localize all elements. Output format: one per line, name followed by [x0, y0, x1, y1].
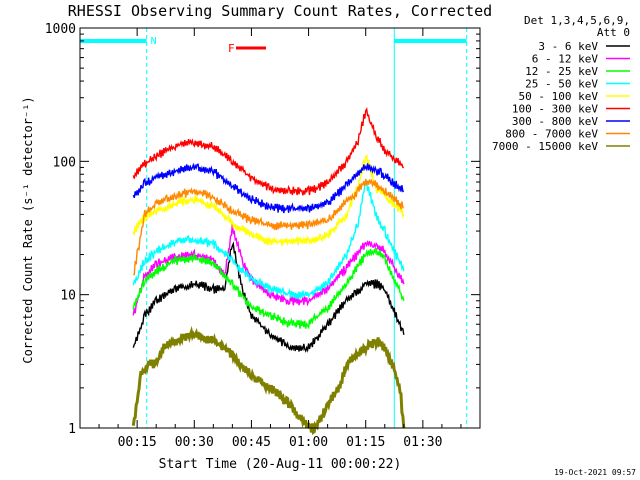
plot-frame — [79, 27, 481, 429]
series-line-6 — [132, 162, 405, 214]
flare-label: F — [228, 42, 235, 55]
x-tick-label-3: 01:00 — [289, 435, 328, 450]
x-tick-label-2: 00:45 — [232, 435, 271, 450]
legend-label-8: 7000 - 15000 keV — [492, 140, 598, 153]
series-line-8 — [131, 325, 406, 435]
x-axis-label: Start Time (20-Aug-11 00:00:22) — [159, 457, 402, 472]
series-line-2 — [132, 247, 405, 330]
y-tick-label-0: 1 — [68, 422, 76, 437]
series-line-7 — [133, 178, 404, 276]
legend-label-2: 12 - 25 keV — [525, 65, 598, 78]
legend-label-4: 50 - 100 keV — [519, 90, 599, 103]
detector-header-line2: Att 0 — [597, 26, 630, 39]
y-tick-label-3: 1000 — [45, 22, 76, 37]
x-tick-label-4: 01:15 — [346, 435, 385, 450]
legend-label-5: 100 - 300 keV — [512, 103, 598, 116]
legend-label-0: 3 - 6 keV — [538, 40, 598, 53]
series-layer — [131, 107, 406, 435]
series-line-4 — [132, 154, 405, 247]
legend-label-6: 300 - 800 keV — [512, 115, 598, 128]
tick-layer: 00:15 00:30 00:45 01:00 01:15 01:30 1 10 100 1000 — [45, 22, 480, 450]
x-tick-label-5: 01:30 — [403, 435, 442, 450]
series-line-3 — [132, 179, 405, 300]
legend-label-3: 25 - 50 keV — [525, 78, 598, 91]
y-tick-label-2: 100 — [53, 155, 76, 170]
legend-label-7: 800 - 7000 keV — [505, 128, 598, 141]
series-line-5 — [132, 107, 404, 196]
y-tick-label-1: 10 — [60, 289, 76, 304]
plot-axes — [79, 27, 481, 429]
y-axis-label: Corrected Count Rate (s⁻¹ detector⁻¹) — [21, 96, 35, 363]
series-line-0 — [132, 241, 405, 353]
x-tick-label-0: 00:15 — [118, 435, 157, 450]
footer-timestamp: 19-Oct-2021 09:57 — [554, 468, 636, 477]
legend-label-1: 6 - 12 keV — [532, 53, 599, 66]
series-line-1 — [132, 223, 405, 316]
x-tick-label-1: 00:30 — [175, 435, 214, 450]
detector-header-line1: Det 1,3,4,5,6,9, — [524, 14, 630, 27]
night-label: N — [151, 36, 157, 47]
chart-title: RHESSI Observing Summary Count Rates, Co… — [68, 2, 492, 20]
